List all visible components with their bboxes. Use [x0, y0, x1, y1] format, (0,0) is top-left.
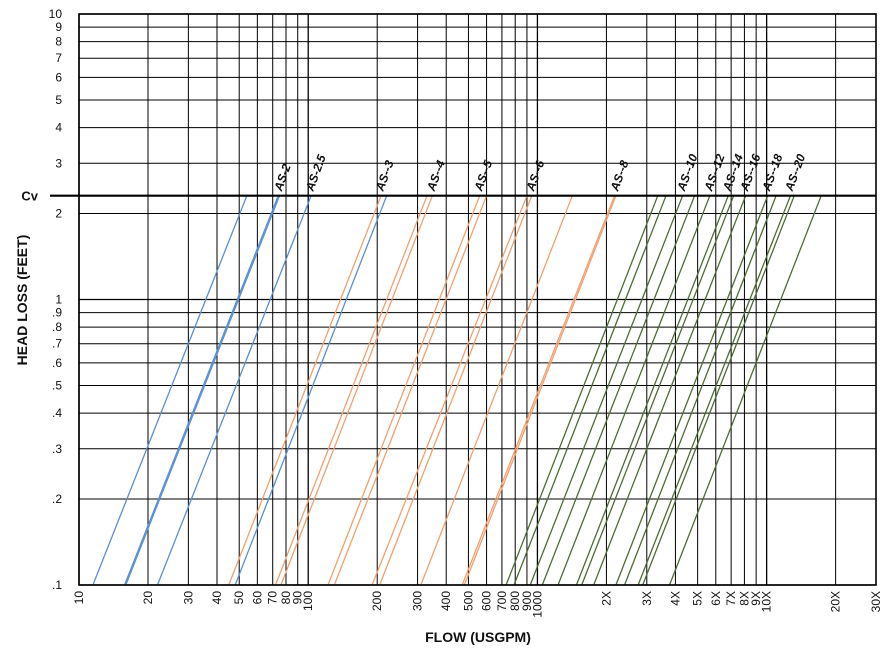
series-lines [92, 195, 822, 586]
flow-line [92, 195, 248, 586]
flow-line [280, 195, 433, 586]
y-tick-label: .3 [52, 442, 62, 456]
series-label: AS-2.5 [302, 153, 328, 194]
x-tick-label: 5X [691, 591, 705, 606]
x-tick-label: 700 [495, 591, 509, 611]
x-tick-label: 50 [232, 591, 246, 605]
flow-line [642, 195, 795, 586]
flow-line [228, 195, 382, 586]
series-label: AS-2 [271, 162, 294, 194]
series-label: AS--10 [674, 152, 701, 194]
y-tick-label: 6 [55, 70, 62, 84]
flow-line [593, 195, 747, 586]
x-tick-label: 2X [599, 591, 613, 606]
y-tick-label: 2 [55, 207, 62, 221]
flow-line [529, 195, 684, 586]
series-labels: AS-2 AS-2.5 AS--3 AS--4 AS--5 AS--6 AS--8 AS--1… [271, 152, 808, 194]
plot-frame [78, 13, 877, 586]
flow-line [379, 195, 533, 586]
x-tick-label: 600 [480, 591, 494, 611]
series-label: AS--20 [782, 152, 809, 194]
grid [78, 13, 877, 586]
y-tick-label: .1 [52, 578, 62, 592]
flow-line [637, 195, 792, 586]
flow-line [274, 195, 428, 586]
flow-line [461, 195, 616, 586]
x-tick-label: 40 [210, 591, 224, 605]
x-tick-label: 400 [439, 591, 453, 611]
x-tick-label: 4X [668, 591, 682, 606]
flow-line [581, 195, 735, 586]
y-axis-title: HEAD LOSS (FEET) [14, 235, 30, 366]
x-tick-label: 10X [760, 591, 774, 612]
x-tick-label: 30X [869, 591, 883, 612]
flow-line [156, 195, 312, 586]
y-tick-label: .6 [52, 356, 62, 370]
plot-frame-rect [78, 13, 877, 586]
x-tick-label: 3X [640, 591, 654, 606]
x-tick-label: 300 [411, 591, 425, 611]
flow-line [557, 195, 711, 586]
y-tick-label: 5 [55, 93, 62, 107]
x-tick-label: 6X [709, 591, 723, 606]
x-tick-label: 30 [181, 591, 195, 605]
x-tick-label: 9X [749, 591, 763, 606]
flow-line [333, 195, 488, 586]
x-tick-label: 1000 [530, 591, 544, 618]
x-tick-label: 800 [508, 591, 522, 611]
x-axis-title: FLOW (USGPM) [425, 629, 531, 645]
x-tick-label: 200 [370, 591, 384, 611]
flow-line [668, 195, 822, 586]
x-tick-label: 7X [724, 591, 738, 606]
x-tick-label: 900 [520, 591, 534, 611]
flow-line [513, 195, 667, 586]
y-tick-label: .8 [52, 320, 62, 334]
y-tick-label: 7 [55, 51, 62, 65]
x-tick-label: 500 [461, 591, 475, 611]
y-tick-label: .4 [52, 406, 62, 420]
flow-line [463, 195, 617, 586]
y-tick-label: .9 [52, 306, 62, 320]
y-tick-label: 4 [55, 121, 62, 135]
y-tick-label: .2 [52, 492, 62, 506]
flow-line [623, 195, 777, 586]
y-tick-label: 3 [55, 156, 62, 170]
flow-line [371, 195, 528, 586]
x-tick-label: 8X [737, 591, 751, 606]
y-tick-label: 1 [55, 293, 62, 307]
x-tick-label: 10 [72, 591, 86, 605]
x-tick-label: 70 [266, 591, 280, 605]
flow-line [505, 195, 659, 586]
x-tick-label: 80 [279, 591, 293, 605]
flow-line [327, 195, 481, 586]
y-tick-label: 9 [55, 20, 62, 34]
x-tick-label: 90 [291, 591, 305, 605]
x-tick-label: 60 [250, 591, 264, 605]
flow-line [615, 195, 769, 586]
y-tick-label: 8 [55, 35, 62, 49]
flow-line [234, 195, 388, 586]
reference-line-group: Cv [21, 189, 876, 204]
flow-line [420, 195, 573, 586]
y-tick-label: .7 [52, 337, 62, 351]
x-tick-label: 100 [301, 591, 315, 611]
flow-line [125, 195, 281, 586]
flow-line [541, 195, 696, 586]
x-tick-label: 20 [141, 591, 155, 605]
flow-line [123, 195, 279, 586]
y-tick-label: .5 [52, 378, 62, 392]
y-tick-label: 10 [49, 7, 63, 21]
x-tick-label: 20X [829, 591, 843, 612]
flow-line [575, 195, 729, 586]
cv-label: Cv [21, 189, 38, 204]
